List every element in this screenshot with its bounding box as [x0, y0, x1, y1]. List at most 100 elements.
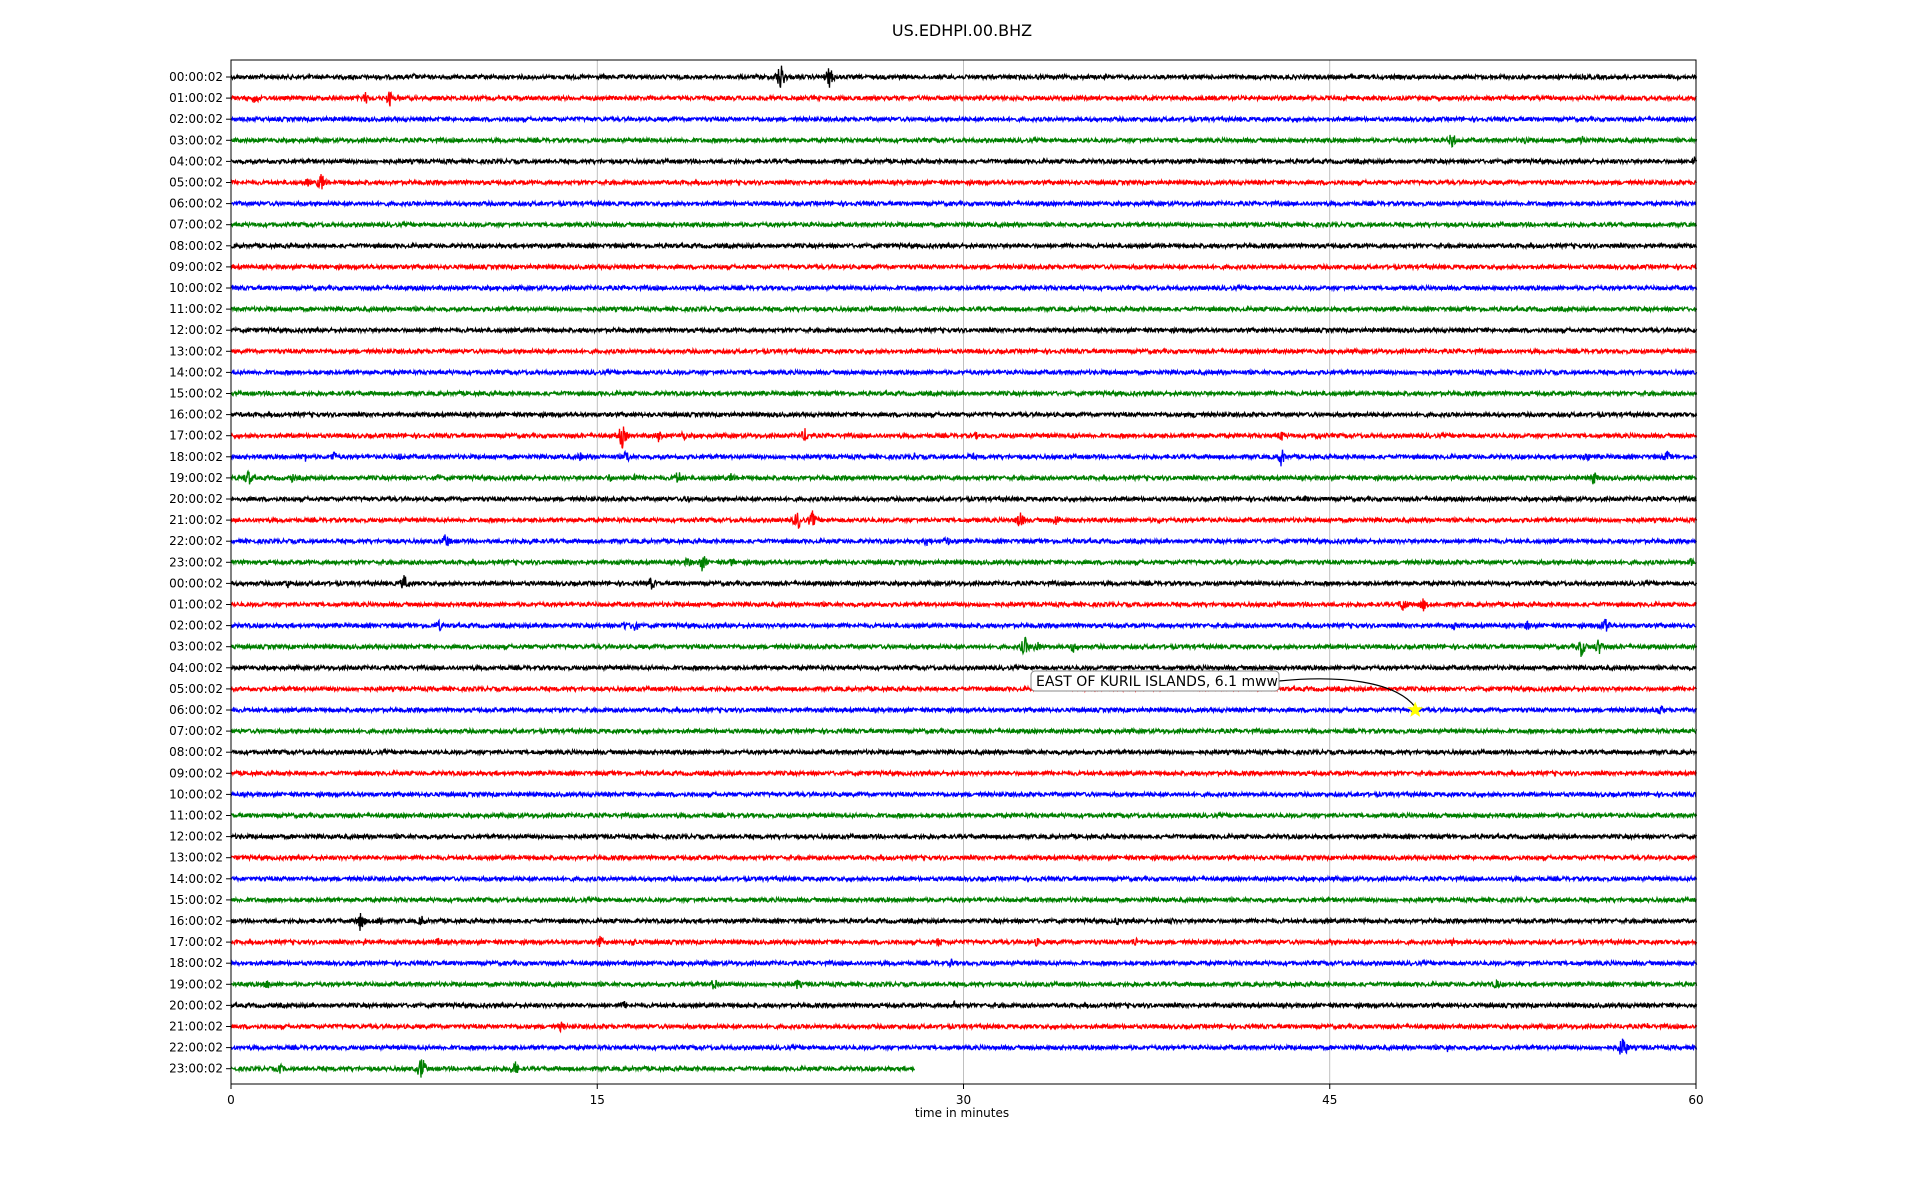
row-time-label: 05:00:02 — [169, 176, 223, 190]
trace-line — [230, 747, 1698, 757]
row-time-label: 10:00:02 — [169, 787, 223, 801]
grid-lines — [596, 60, 1331, 1084]
trace-line — [230, 241, 1698, 251]
trace-line — [230, 262, 1698, 272]
trace-line — [230, 618, 1697, 632]
row-time-label: 02:00:02 — [169, 112, 223, 126]
trace-line — [230, 134, 1698, 148]
trace-line — [230, 388, 1698, 399]
row-time-label: 18:00:02 — [169, 450, 223, 464]
row-time-label: 13:00:02 — [169, 851, 223, 865]
trace-line — [230, 410, 1698, 420]
x-tick-label: 60 — [1688, 1093, 1703, 1107]
row-time-label: 02:00:02 — [169, 619, 223, 633]
trace-line — [230, 65, 1698, 88]
trace-line — [230, 325, 1698, 335]
x-tick-group: 0 15 30 45 60 — [227, 1084, 1704, 1107]
row-time-label: 03:00:02 — [169, 133, 223, 147]
row-time-label: 15:00:02 — [169, 387, 223, 401]
row-time-label: 19:00:02 — [169, 977, 223, 991]
x-tick-label: 30 — [956, 1093, 971, 1107]
trace-line — [230, 1059, 916, 1078]
x-axis-label: time in minutes — [915, 1106, 1009, 1120]
row-time-label: 08:00:02 — [169, 239, 223, 253]
row-time-label: 22:00:02 — [169, 1041, 223, 1055]
trace-line — [230, 220, 1698, 230]
row-time-label: 19:00:02 — [169, 471, 223, 485]
event-star-marker — [1407, 701, 1424, 717]
x-tick-label: 15 — [590, 1093, 605, 1107]
trace-line — [230, 91, 1697, 107]
trace-line — [230, 935, 1698, 948]
row-time-label: 23:00:02 — [169, 1062, 223, 1076]
trace-line — [230, 705, 1698, 715]
row-time-label: 20:00:02 — [169, 998, 223, 1012]
row-time-label: 14:00:02 — [169, 872, 223, 886]
row-time-label: 20:00:02 — [169, 492, 223, 506]
row-time-label: 21:00:02 — [169, 513, 223, 527]
trace-line — [230, 684, 1698, 694]
trace-line — [230, 556, 1697, 572]
trace-line — [230, 114, 1697, 124]
trace-line — [230, 978, 1698, 990]
trace-line — [230, 174, 1698, 190]
trace-line — [230, 449, 1698, 467]
row-time-label: 14:00:02 — [169, 365, 223, 379]
annotation-label: EAST OF KURIL ISLANDS, 6.1 mww — [1036, 674, 1278, 690]
trace-line — [230, 1000, 1698, 1010]
row-time-label: 10:00:02 — [169, 281, 223, 295]
row-time-label: 03:00:02 — [169, 640, 223, 654]
row-time-label: 11:00:02 — [169, 302, 223, 316]
trace-line — [230, 663, 1697, 673]
trace-line — [230, 1038, 1698, 1055]
trace-line — [230, 575, 1698, 590]
trace-line — [230, 912, 1698, 931]
x-tick-label: 0 — [227, 1093, 235, 1107]
trace-line — [230, 367, 1698, 377]
x-tick-label: 45 — [1322, 1093, 1337, 1107]
trace-line — [230, 636, 1698, 657]
trace-line — [230, 510, 1698, 529]
trace-line — [230, 469, 1698, 485]
trace-line — [230, 426, 1698, 449]
trace-line — [230, 853, 1698, 863]
trace-line — [230, 598, 1698, 612]
row-time-label: 11:00:02 — [169, 809, 223, 823]
trace-line — [230, 789, 1697, 799]
chart-title: US.EDHPI.00.BHZ — [892, 21, 1032, 40]
trace-line — [230, 534, 1698, 547]
trace-line — [230, 874, 1698, 884]
row-time-label: 15:00:02 — [169, 893, 223, 907]
trace-line — [230, 156, 1698, 166]
trace-group — [230, 65, 1698, 1078]
row-time-label: 08:00:02 — [169, 745, 223, 759]
row-time-label: 04:00:02 — [169, 661, 223, 675]
row-time-label: 16:00:02 — [169, 914, 223, 928]
row-time-label: 21:00:02 — [169, 1020, 223, 1034]
trace-line — [230, 895, 1697, 905]
annotation-connector — [1278, 678, 1416, 708]
row-time-label: 17:00:02 — [169, 935, 223, 949]
trace-line — [230, 494, 1697, 504]
row-time-label: 01:00:02 — [169, 91, 223, 105]
trace-line — [230, 304, 1698, 314]
trace-line — [230, 726, 1698, 736]
row-time-label: 00:00:02 — [169, 70, 223, 84]
trace-line — [230, 1021, 1698, 1034]
row-time-label: 09:00:02 — [169, 766, 223, 780]
annotation-group: EAST OF KURIL ISLANDS, 6.1 mww — [1030, 670, 1424, 717]
row-time-label: 06:00:02 — [169, 197, 223, 211]
row-time-label: 07:00:02 — [169, 218, 223, 232]
row-label-group: 00:00:02 01:00:02 02:00:02 03:00:02 04:00:02… — [169, 70, 231, 1076]
row-time-label: 17:00:02 — [169, 429, 223, 443]
row-time-label: 06:00:02 — [169, 703, 223, 717]
trace-line — [230, 810, 1698, 820]
row-time-label: 07:00:02 — [169, 724, 223, 738]
trace-line — [230, 283, 1698, 293]
row-time-label: 00:00:02 — [169, 576, 223, 590]
row-time-label: 18:00:02 — [169, 956, 223, 970]
trace-line — [230, 832, 1698, 842]
row-time-label: 05:00:02 — [169, 682, 223, 696]
row-time-label: 09:00:02 — [169, 260, 223, 274]
